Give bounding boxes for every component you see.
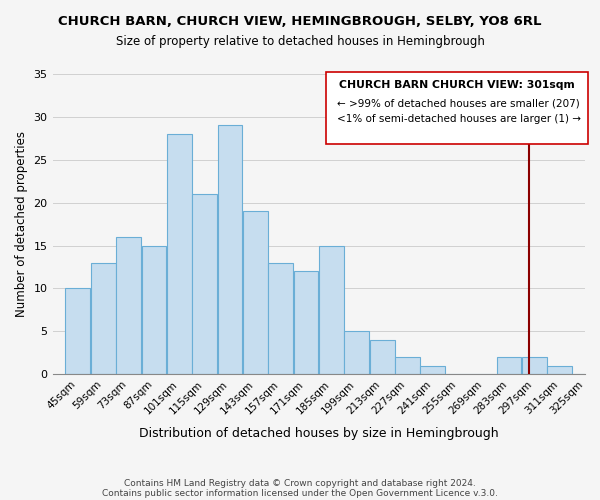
Bar (268, 262, 293, 374)
Bar (395, 357, 420, 374)
Text: Contains public sector information licensed under the Open Government Licence v.: Contains public sector information licen… (102, 488, 498, 498)
Text: <1% of semi-detached houses are larger (1) →: <1% of semi-detached houses are larger (… (337, 114, 581, 124)
Bar (243, 211, 268, 374)
Bar (142, 246, 166, 374)
Text: CHURCH BARN, CHURCH VIEW, HEMINGBROUGH, SELBY, YO8 6RL: CHURCH BARN, CHURCH VIEW, HEMINGBROUGH, … (58, 15, 542, 28)
Bar (547, 366, 572, 374)
Bar (370, 340, 395, 374)
Bar (344, 332, 369, 374)
Bar (218, 126, 242, 374)
Bar (167, 134, 192, 374)
Bar (116, 237, 141, 374)
Bar (91, 262, 116, 374)
X-axis label: Distribution of detached houses by size in Hemingbrough: Distribution of detached houses by size … (139, 427, 499, 440)
Bar (65, 288, 91, 374)
Bar (522, 357, 547, 374)
Bar (421, 366, 445, 374)
Y-axis label: Number of detached properties: Number of detached properties (15, 131, 28, 317)
Bar (192, 194, 217, 374)
Text: Contains HM Land Registry data © Crown copyright and database right 2024.: Contains HM Land Registry data © Crown c… (124, 478, 476, 488)
Text: Size of property relative to detached houses in Hemingbrough: Size of property relative to detached ho… (116, 35, 484, 48)
Bar (293, 272, 319, 374)
Text: ← >99% of detached houses are smaller (207): ← >99% of detached houses are smaller (2… (337, 98, 580, 108)
Bar (497, 357, 521, 374)
Text: CHURCH BARN CHURCH VIEW: 301sqm: CHURCH BARN CHURCH VIEW: 301sqm (340, 80, 575, 90)
Bar (319, 246, 344, 374)
